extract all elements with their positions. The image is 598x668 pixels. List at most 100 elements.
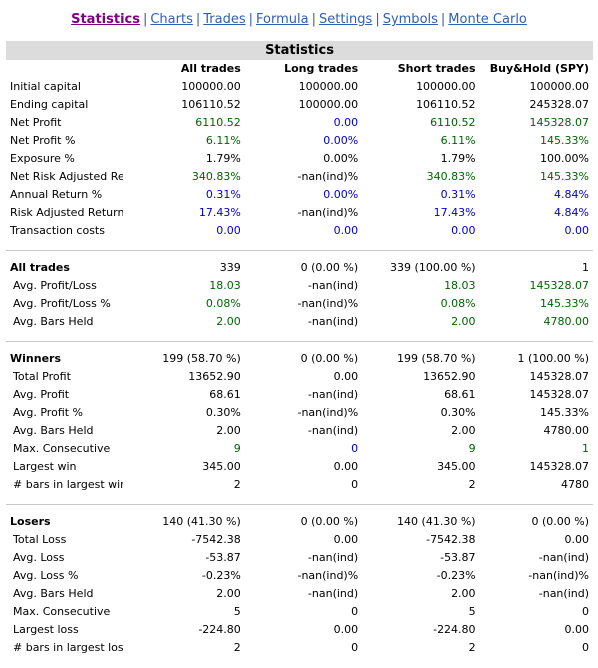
nav-link-monte-carlo[interactable]: Monte Carlo (448, 12, 527, 27)
cell-long-trades: 0.00 (333, 623, 359, 636)
row-label: Max. Consecutive (13, 442, 111, 455)
nav-link-formula[interactable]: Formula (256, 12, 309, 27)
cell-buy-hold: 0 (582, 605, 589, 618)
nav-link-statistics[interactable]: Statistics (71, 12, 140, 27)
section-gap (6, 251, 593, 260)
nav-link-trades[interactable]: Trades (203, 12, 246, 27)
row-label: Avg. Bars Held (13, 424, 94, 437)
row-label: # bars in largest loss (13, 641, 124, 654)
cell-long-trades: 100000.00 (298, 98, 359, 111)
cell-all-trades: -7542.38 (191, 533, 241, 546)
cell-buy-hold: 145328.07 (529, 116, 590, 129)
row-label: # bars in largest win (13, 478, 124, 491)
cell-buy-hold: 0 (582, 641, 589, 654)
table-row: Exposure % 1.79% 0.00% 1.79% 100.00% (6, 150, 593, 168)
table-row: Net Risk Adjusted Return % 340.83% -nan(in… (6, 168, 593, 186)
cell-long-trades: -nan(ind) (307, 551, 359, 564)
table-row: Avg. Loss % -0.23% -nan(ind)% -0.23% -nan(in… (6, 567, 593, 585)
cell-short-trades: 2 (468, 641, 476, 654)
table-row: Total Profit 13652.90 0.00 13652.90 145328.0… (6, 368, 593, 386)
nav-separator: | (142, 12, 148, 27)
cell-buy-hold: 0.00 (564, 533, 590, 546)
table-row: Losers 140 (41.30 %) 0 (0.00 %) 140 (41.30 … (6, 513, 593, 531)
table-row: # bars in largest loss 2 0 2 0 (6, 639, 593, 657)
column-header-short-trades: Short trades (397, 62, 476, 75)
cell-long-trades: -nan(ind)% (297, 406, 359, 419)
cell-short-trades: 2.00 (451, 587, 476, 600)
cell-all-trades: 0.00 (216, 224, 241, 237)
table-row: Largest win 345.00 0.00 345.00 145328.07 (6, 458, 593, 476)
cell-all-trades: 6.11% (205, 134, 241, 147)
cell-all-trades: 68.61 (209, 388, 241, 401)
cell-long-trades: -nan(ind) (307, 424, 359, 437)
table-row: Net Profit 6110.52 0.00 6110.52 145328.07 (6, 114, 593, 132)
row-label: All trades (10, 261, 70, 274)
cell-buy-hold: 145.33% (540, 170, 589, 183)
cell-all-trades: 345.00 (202, 460, 241, 473)
row-label: Avg. Profit/Loss (13, 279, 97, 292)
cell-all-trades: -224.80 (198, 623, 241, 636)
row-label: Transaction costs (10, 224, 105, 237)
cell-long-trades: 0 (351, 478, 359, 491)
row-label: Exposure % (10, 152, 75, 165)
section-divider (6, 494, 593, 505)
cell-buy-hold: 145.33% (540, 134, 589, 147)
nav-separator: | (195, 12, 201, 27)
row-label: Net Profit % (10, 134, 76, 147)
cell-buy-hold: 145328.07 (529, 370, 590, 383)
cell-long-trades: 0.00 (333, 533, 359, 546)
cell-buy-hold: 1 (582, 261, 589, 274)
column-header-all-trades: All trades (180, 62, 241, 75)
nav-link-settings[interactable]: Settings (318, 12, 373, 27)
cell-all-trades: 340.83% (191, 170, 241, 183)
nav-link-charts[interactable]: Charts (150, 12, 193, 27)
row-label: Total Loss (13, 533, 67, 546)
cell-buy-hold: 0 (0.00 %) (531, 515, 589, 528)
cell-all-trades: 106110.52 (181, 98, 241, 111)
cell-all-trades: 9 (233, 442, 241, 455)
nav-link-symbols[interactable]: Symbols (382, 12, 438, 27)
cell-long-trades: -nan(ind)% (297, 206, 359, 219)
cell-short-trades: 6.11% (440, 134, 476, 147)
cell-buy-hold: 245328.07 (529, 98, 590, 111)
table-title-row: Statistics (6, 41, 593, 60)
table-row: Avg. Profit % 0.30% -nan(ind)% 0.30% 145.33% (6, 404, 593, 422)
cell-all-trades: 17.43% (198, 206, 241, 219)
cell-short-trades: -0.23% (436, 569, 476, 582)
cell-short-trades: 9 (468, 442, 476, 455)
section-gap (6, 505, 593, 514)
table-row: # bars in largest win 2 0 2 4780 (6, 476, 593, 494)
table-row: Winners 199 (58.70 %) 0 (0.00 %) 199 (58.70… (6, 350, 593, 368)
cell-all-trades: 100000.00 (181, 80, 241, 93)
cell-long-trades: -nan(ind)% (297, 297, 359, 310)
row-label: Max. Consecutive (13, 605, 111, 618)
cell-buy-hold: 4780.00 (543, 315, 590, 328)
cell-all-trades: 2.00 (216, 424, 241, 437)
cell-short-trades: -224.80 (433, 623, 476, 636)
row-label: Largest win (13, 460, 77, 473)
cell-all-trades: 0.08% (205, 297, 241, 310)
cell-buy-hold: 4.84% (554, 188, 589, 201)
row-label: Avg. Bars Held (13, 315, 94, 328)
cell-long-trades: 0.00 (333, 116, 359, 129)
row-label: Total Profit (13, 370, 71, 383)
cell-buy-hold: 1 (100.00 %) (517, 352, 589, 365)
cell-short-trades: -53.87 (440, 551, 476, 564)
nav-separator: | (248, 12, 254, 27)
cell-all-trades: 339 (219, 261, 241, 274)
row-label: Avg. Profit % (13, 406, 84, 419)
cell-short-trades: 2.00 (451, 424, 476, 437)
cell-long-trades: 100000.00 (298, 80, 359, 93)
table-title: Statistics (6, 41, 593, 60)
cell-all-trades: 2.00 (216, 587, 241, 600)
cell-all-trades: 13652.90 (188, 370, 241, 383)
row-label: Largest loss (13, 623, 79, 636)
cell-short-trades: 345.00 (437, 460, 476, 473)
cell-all-trades: -0.23% (201, 569, 241, 582)
table-row: Avg. Bars Held 2.00 -nan(ind) 2.00 4780.00 (6, 313, 593, 331)
cell-all-trades: 2 (233, 641, 241, 654)
cell-short-trades: 140 (41.30 %) (397, 515, 476, 528)
cell-short-trades: 18.03 (444, 279, 476, 292)
table-row: Avg. Profit 68.61 -nan(ind) 68.61 145328.07 (6, 386, 593, 404)
row-label: Avg. Loss (13, 551, 65, 564)
